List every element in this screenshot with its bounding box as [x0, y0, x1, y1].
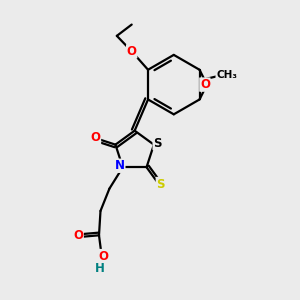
Text: S: S — [156, 178, 165, 190]
Text: S: S — [153, 137, 162, 150]
Text: H: H — [95, 262, 105, 275]
Text: O: O — [73, 229, 83, 242]
Text: O: O — [127, 45, 137, 58]
Text: O: O — [200, 78, 210, 91]
Text: CH₃: CH₃ — [216, 70, 237, 80]
Text: O: O — [91, 131, 100, 144]
Text: O: O — [99, 250, 109, 262]
Text: N: N — [115, 159, 125, 172]
